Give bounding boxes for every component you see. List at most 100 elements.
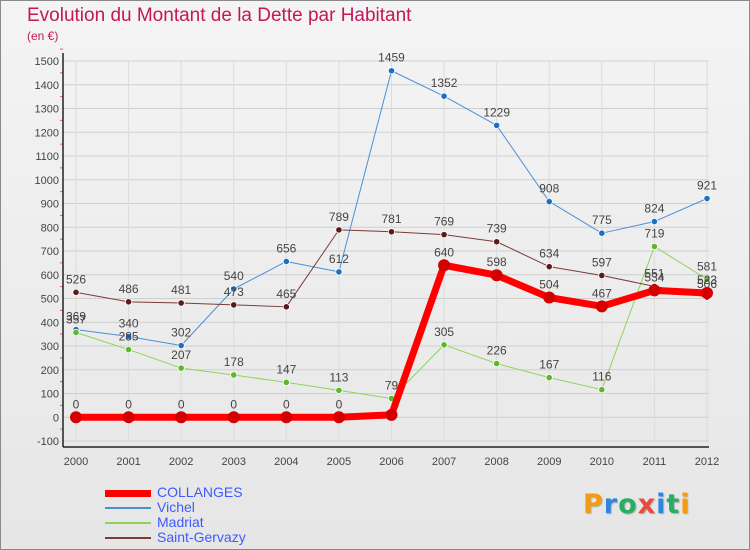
data-point-collanges [648, 284, 661, 297]
data-point-madriat [440, 341, 448, 349]
y-tick-label: 1000 [35, 175, 59, 187]
data-point-saint-gervazy [72, 288, 80, 296]
data-point-collanges [227, 411, 240, 424]
data-label-collanges: 0 [73, 397, 80, 411]
data-label-saint-gervazy: 486 [119, 282, 139, 296]
x-tick-label: 2002 [169, 456, 193, 468]
data-point-vichel [124, 332, 133, 341]
data-point-saint-gervazy [124, 298, 133, 306]
logo-letter: P [583, 489, 604, 520]
legend-label-madriat: Madriat [157, 514, 204, 530]
legend-swatch-saint-gervazy [105, 537, 151, 539]
data-label-madriat: 305 [434, 325, 454, 339]
data-label-saint-gervazy: 506 [697, 277, 717, 291]
data-label-saint-gervazy: 481 [171, 283, 191, 297]
y-tick-label: 600 [41, 270, 59, 282]
data-label-saint-gervazy: 551 [644, 266, 664, 280]
data-point-collanges [122, 411, 135, 424]
data-point-madriat [493, 359, 501, 368]
y-tick-label: 1100 [35, 151, 59, 163]
x-tick-label: 2003 [222, 456, 246, 468]
data-label-saint-gervazy: 473 [224, 285, 244, 299]
data-label-vichel: 824 [644, 202, 664, 216]
data-label-saint-gervazy: 739 [487, 222, 507, 236]
data-point-saint-gervazy [177, 299, 185, 307]
data-point-madriat [598, 386, 606, 394]
data-label-saint-gervazy: 526 [66, 272, 86, 286]
x-tick-label: 2009 [537, 456, 561, 468]
data-point-saint-gervazy [545, 263, 553, 271]
data-point-collanges [490, 269, 503, 282]
x-tick-label: 2007 [432, 456, 456, 468]
y-tick-label: 1400 [35, 80, 59, 92]
data-label-vichel: 656 [276, 241, 296, 255]
data-point-collanges [70, 411, 82, 424]
x-tick-label: 2011 [643, 456, 667, 468]
legend-swatch-vichel [105, 507, 151, 509]
y-tick-label: 1200 [35, 127, 59, 139]
data-label-collanges: 523 [697, 273, 717, 287]
data-label-vichel: 1352 [431, 76, 458, 90]
data-label-collanges: 640 [434, 245, 454, 259]
data-label-saint-gervazy: 634 [539, 247, 559, 261]
data-point-madriat [177, 364, 185, 372]
x-tick-label: 2005 [327, 456, 351, 468]
data-label-madriat: 116 [592, 370, 611, 384]
data-label-collanges: 598 [487, 255, 507, 269]
data-point-vichel [440, 92, 448, 100]
data-point-saint-gervazy [598, 271, 606, 280]
data-point-vichel [493, 121, 501, 129]
data-label-collanges: 0 [336, 397, 343, 411]
data-label-collanges: 0 [230, 397, 237, 411]
data-point-vichel [545, 198, 553, 206]
data-label-saint-gervazy: 789 [329, 210, 349, 224]
legend-swatch-madriat [105, 522, 151, 524]
data-label-vichel: 775 [592, 213, 612, 227]
data-point-collanges [332, 411, 345, 424]
data-point-collanges [438, 259, 451, 272]
data-point-collanges [385, 408, 398, 421]
data-point-saint-gervazy [387, 228, 396, 236]
data-point-collanges [595, 300, 608, 313]
y-tick-label: 200 [41, 365, 59, 377]
data-label-vichel: 340 [119, 317, 139, 331]
y-tick-label: 300 [41, 341, 59, 353]
data-point-saint-gervazy [230, 301, 238, 309]
data-label-vichel: 1459 [378, 51, 405, 65]
data-point-collanges [701, 287, 713, 300]
logo-letter: i [656, 489, 667, 520]
data-point-vichel [177, 341, 185, 350]
data-point-madriat [545, 373, 553, 382]
legend-label-saint-gervazy: Saint-Gervazy [157, 529, 246, 545]
legend-label-vichel: Vichel [157, 499, 195, 515]
data-point-vichel [703, 194, 711, 203]
y-tick-label: 800 [41, 222, 59, 234]
x-tick-label: 2008 [484, 456, 508, 468]
data-point-madriat [703, 275, 711, 283]
y-tick-label: 100 [41, 389, 59, 401]
proxiti-logo: Proxiti [583, 489, 691, 520]
data-point-saint-gervazy [282, 303, 290, 311]
data-point-vichel [282, 257, 290, 266]
logo-letter: x [637, 489, 657, 520]
y-tick-label: 700 [41, 246, 59, 258]
x-tick-label: 2004 [274, 456, 298, 468]
y-tick-label: 500 [41, 294, 59, 306]
data-label-collanges: 534 [644, 270, 664, 284]
axes: -100010020030040050060070080090010001100… [35, 48, 719, 468]
y-tick-label: 1300 [35, 104, 59, 116]
data-point-vichel [387, 67, 396, 75]
data-point-vichel [598, 229, 606, 237]
y-tick-label: 400 [41, 317, 59, 329]
y-tick-label: 900 [41, 199, 59, 211]
data-point-vichel [335, 268, 343, 276]
data-label-madriat: 719 [644, 226, 664, 240]
data-label-collanges: 467 [592, 286, 612, 300]
data-label-collanges: 0 [125, 397, 132, 411]
data-point-madriat [650, 242, 659, 251]
data-point-collanges [175, 411, 188, 424]
data-point-madriat [282, 378, 290, 386]
x-tick-label: 2010 [590, 456, 614, 468]
data-label-vichel: 612 [329, 252, 349, 266]
